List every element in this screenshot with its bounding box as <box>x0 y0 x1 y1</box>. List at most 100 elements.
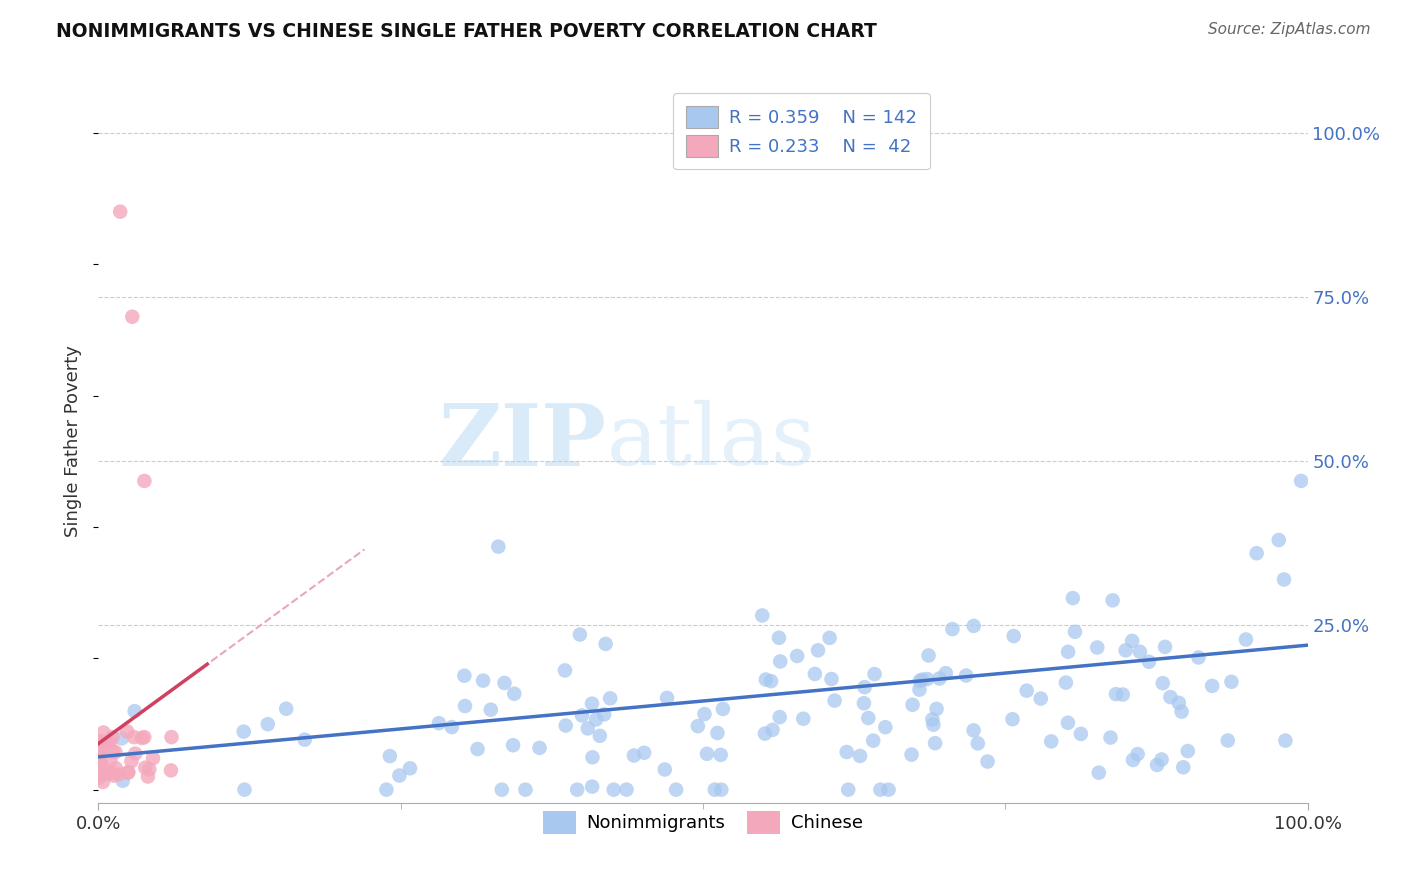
Point <box>97 766 120 780</box>
Point <box>835 745 858 759</box>
Point <box>633 746 655 760</box>
Point <box>703 782 725 797</box>
Point <box>1088 765 1111 780</box>
Point <box>89 734 111 748</box>
Point <box>863 667 886 681</box>
Point <box>1122 753 1144 767</box>
Point <box>117 765 139 780</box>
Point <box>1002 629 1025 643</box>
Point <box>911 673 934 687</box>
Point <box>554 664 576 678</box>
Point <box>87 758 110 772</box>
Point <box>1274 733 1296 747</box>
Point <box>98 734 121 748</box>
Point <box>515 782 537 797</box>
Point <box>955 668 977 682</box>
Text: atlas: atlas <box>606 400 815 483</box>
Point <box>908 673 931 688</box>
Point <box>1101 593 1123 607</box>
Point <box>91 767 114 781</box>
Point <box>751 608 773 623</box>
Point <box>276 702 298 716</box>
Point <box>858 711 880 725</box>
Point <box>1289 474 1312 488</box>
Point <box>104 745 127 759</box>
Point <box>941 622 963 636</box>
Point <box>1167 696 1189 710</box>
Point <box>453 669 475 683</box>
Point <box>93 725 115 739</box>
Point <box>121 310 143 324</box>
Point <box>935 666 957 681</box>
Point <box>710 782 733 797</box>
Point <box>554 718 576 732</box>
Point <box>89 745 111 759</box>
Point <box>818 631 841 645</box>
Point <box>915 672 938 686</box>
Point <box>108 204 131 219</box>
Point <box>1150 752 1173 766</box>
Point <box>111 731 134 746</box>
Point <box>769 655 792 669</box>
Point <box>901 698 924 712</box>
Point <box>754 726 776 740</box>
Point <box>1099 731 1122 745</box>
Point <box>232 724 254 739</box>
Point <box>824 693 846 707</box>
Point <box>1062 591 1084 606</box>
Point <box>90 757 112 772</box>
Point <box>976 755 998 769</box>
Point <box>138 762 160 776</box>
Legend: Nonimmigrants, Chinese: Nonimmigrants, Chinese <box>536 805 870 841</box>
Point <box>1064 624 1087 639</box>
Point <box>849 748 872 763</box>
Point <box>1170 705 1192 719</box>
Point <box>124 704 146 718</box>
Point <box>1177 744 1199 758</box>
Point <box>502 738 524 752</box>
Point <box>117 765 139 780</box>
Point <box>89 748 111 763</box>
Point <box>792 712 814 726</box>
Point <box>1105 687 1128 701</box>
Point <box>567 782 589 797</box>
Point <box>711 702 734 716</box>
Point <box>581 750 603 764</box>
Point <box>925 702 948 716</box>
Point <box>388 768 411 782</box>
Point <box>1220 674 1243 689</box>
Point <box>1085 640 1108 655</box>
Point <box>869 782 891 797</box>
Point <box>91 735 114 749</box>
Point <box>98 765 121 780</box>
Point <box>1159 690 1181 704</box>
Point <box>101 730 124 744</box>
Point <box>375 782 398 797</box>
Point <box>710 747 733 762</box>
Point <box>1112 688 1135 702</box>
Point <box>1272 573 1295 587</box>
Point <box>966 736 988 750</box>
Point <box>593 707 616 722</box>
Text: ZIP: ZIP <box>439 400 606 483</box>
Point <box>853 680 876 694</box>
Point <box>142 751 165 765</box>
Point <box>160 764 183 778</box>
Point <box>1154 640 1177 654</box>
Point <box>134 474 156 488</box>
Point <box>89 735 111 749</box>
Point <box>108 767 131 781</box>
Point <box>581 697 603 711</box>
Point <box>124 747 146 761</box>
Point <box>595 637 617 651</box>
Point <box>654 763 676 777</box>
Point <box>503 687 526 701</box>
Point <box>922 717 945 731</box>
Point <box>599 691 621 706</box>
Point <box>1152 676 1174 690</box>
Point <box>91 768 114 782</box>
Point <box>585 713 607 727</box>
Point <box>103 769 125 783</box>
Point <box>759 674 782 689</box>
Point <box>1040 734 1063 748</box>
